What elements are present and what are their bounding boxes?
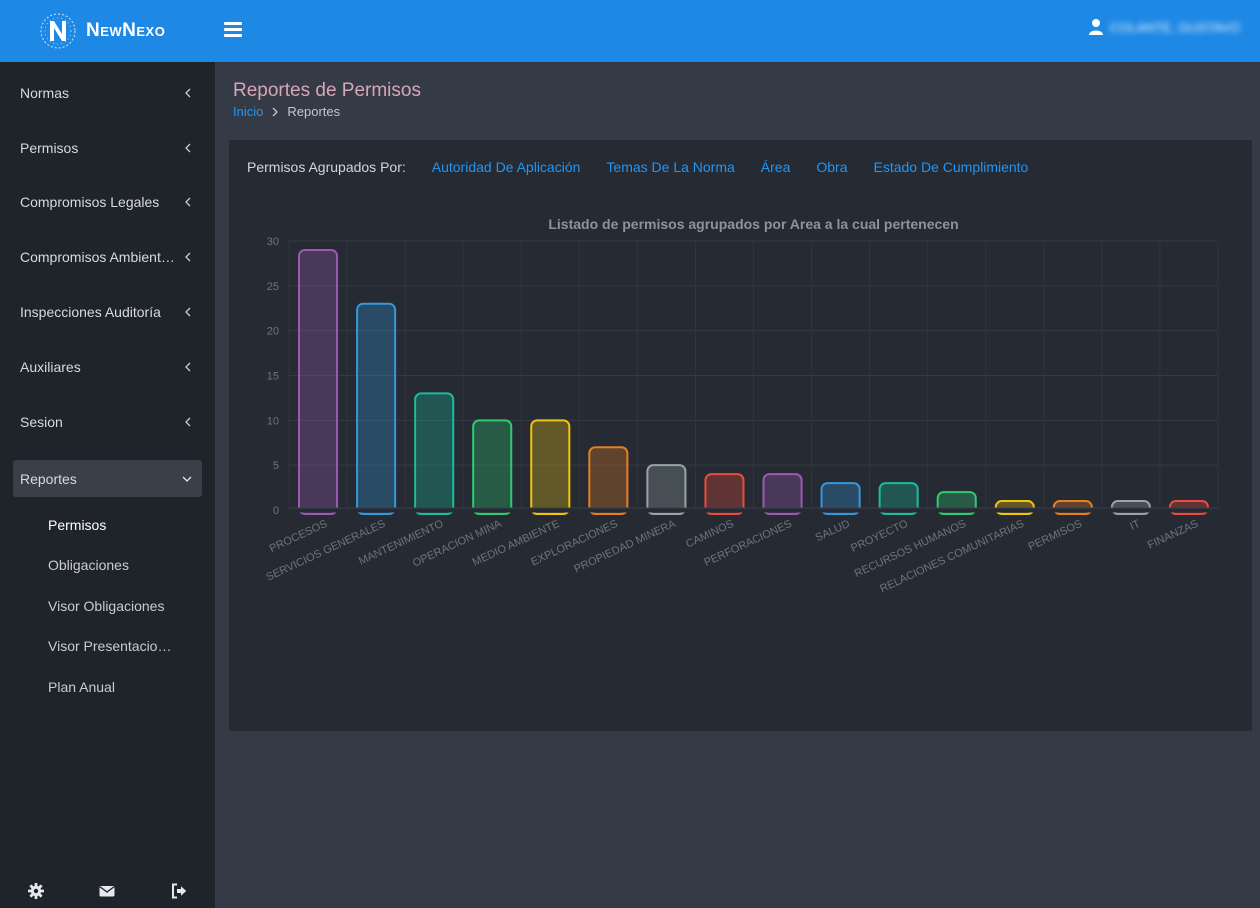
bar <box>298 248 339 515</box>
chevron-left-icon <box>185 143 191 152</box>
chevron-left-icon <box>185 417 191 426</box>
brand-logo-icon <box>40 13 76 49</box>
group-by-obra-link[interactable]: Obra <box>816 159 848 175</box>
chevron-right-icon <box>272 107 279 116</box>
y-tick-label: 5 <box>273 460 279 472</box>
sidebar-item-permisos[interactable]: Permisos <box>0 120 215 175</box>
chevron-left-icon <box>185 252 191 261</box>
menu-toggle-icon[interactable] <box>224 22 242 38</box>
bar <box>588 446 629 516</box>
page-title: Reportes de Permisos <box>233 80 421 101</box>
bar <box>704 473 745 515</box>
brand-name: NewNexo <box>86 20 166 41</box>
chart-title: Listado de permisos agrupados por Area a… <box>548 216 958 232</box>
envelope-icon[interactable] <box>98 882 116 900</box>
sidebar-item-label: Auxiliares <box>20 358 81 375</box>
group-by-autoridad-link[interactable]: Autoridad De Aplicación <box>431 159 581 175</box>
grouping-label: Permisos Agrupados Por: <box>247 159 406 175</box>
bar <box>414 392 455 515</box>
report-card: Permisos Agrupados Por: Autoridad De Apl… <box>229 140 1252 731</box>
top-navbar: NewNexo COLANTE, GUSTAVO <box>0 0 1260 62</box>
sidebar-item-sesion[interactable]: Sesion <box>0 394 215 449</box>
group-by-temas-link[interactable]: Temas De La Norma <box>606 159 735 175</box>
bar <box>530 419 571 516</box>
brand[interactable]: NewNexo <box>36 10 165 52</box>
sidebar-subitem-plan-anual[interactable]: Plan Anual <box>48 679 115 695</box>
x-tick-label: SALUD <box>814 518 852 544</box>
breadcrumb: Inicio Reportes <box>233 104 340 119</box>
bar <box>820 482 861 516</box>
y-tick-label: 25 <box>267 281 279 293</box>
x-tick-label: FINANZAS <box>1146 518 1200 552</box>
sidebar-item-label: Inspecciones Auditoría <box>20 303 161 320</box>
y-tick-label: 10 <box>267 415 279 427</box>
sidebar-item-label: Normas <box>20 84 70 101</box>
y-tick-label: 30 <box>267 236 279 248</box>
x-tick-label: IT <box>1128 518 1142 533</box>
sidebar-item-label: Compromisos Legales <box>20 193 160 210</box>
group-by-estado-link[interactable]: Estado De Cumplimiento <box>873 159 1029 175</box>
user-menu[interactable]: COLANTE, GUSTAVO <box>1088 18 1240 36</box>
sidebar-item-reportes[interactable]: Reportes <box>13 460 202 497</box>
sidebar-item-compromisos-legales[interactable]: Compromisos Legales <box>0 174 215 229</box>
sidebar-subitem-visor-presentaciones[interactable]: Visor Presentacio… <box>48 638 172 654</box>
chevron-left-icon <box>185 197 191 206</box>
sidebar-subitem-visor-obligaciones[interactable]: Visor Obligaciones <box>48 598 165 614</box>
y-tick-label: 20 <box>267 326 279 338</box>
sidebar-item-inspecciones-auditoria[interactable]: Inspecciones Auditoría <box>0 284 215 339</box>
y-tick-label: 0 <box>273 505 279 517</box>
group-by-area-link[interactable]: Área <box>760 159 791 175</box>
sidebar-item-compromisos-ambientales[interactable]: Compromisos Ambient… <box>0 229 215 284</box>
sidebar-item-auxiliares[interactable]: Auxiliares <box>0 339 215 394</box>
sidebar-footer <box>0 874 215 908</box>
x-tick-label: PERMISOS <box>1026 518 1084 553</box>
chevron-left-icon <box>185 362 191 371</box>
chevron-left-icon <box>185 88 191 97</box>
user-icon <box>1088 19 1103 35</box>
bar <box>878 482 919 516</box>
bar <box>356 302 397 515</box>
breadcrumb-current: Reportes <box>287 104 341 119</box>
bar <box>472 419 513 516</box>
sign-out-icon[interactable] <box>170 882 188 900</box>
bar <box>646 464 687 515</box>
x-tick-label: PROPIEDAD MINERA <box>572 518 678 576</box>
breadcrumb-home-link[interactable]: Inicio <box>233 104 264 119</box>
user-name: COLANTE, GUSTAVO <box>1109 19 1240 35</box>
sidebar-subitem-obligaciones[interactable]: Obligaciones <box>48 557 129 573</box>
sidebar: Normas Permisos Compromisos Legales Comp… <box>0 62 215 908</box>
bar-chart: Listado de permisos agrupados por Area a… <box>264 216 1219 595</box>
chevron-down-icon <box>182 476 192 482</box>
sidebar-item-label: Permisos <box>20 139 79 156</box>
gear-icon[interactable] <box>27 882 45 900</box>
grouping-options: Permisos Agrupados Por: Autoridad De Apl… <box>247 159 1054 175</box>
sidebar-subitem-permisos[interactable]: Permisos <box>48 517 107 533</box>
bar <box>762 473 803 515</box>
y-tick-label: 15 <box>267 371 279 383</box>
sidebar-item-label: Reportes <box>20 470 77 487</box>
sidebar-item-normas[interactable]: Normas <box>0 65 215 120</box>
sidebar-item-label: Sesion <box>20 413 63 430</box>
sidebar-item-label: Compromisos Ambient… <box>20 248 175 265</box>
chevron-left-icon <box>185 307 191 316</box>
